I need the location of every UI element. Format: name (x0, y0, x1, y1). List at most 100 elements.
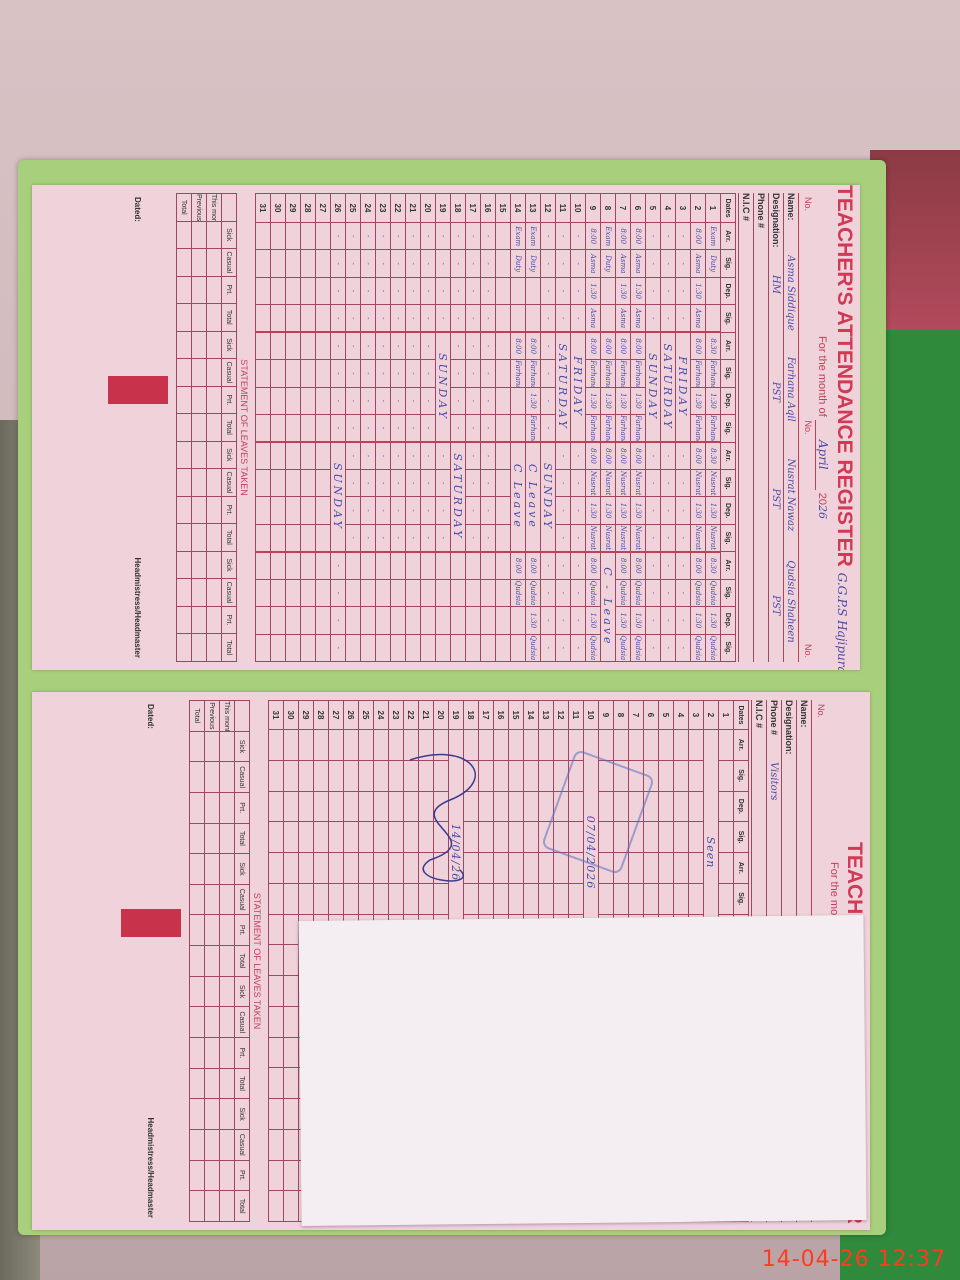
statement-cell (204, 1190, 220, 1222)
attendance-cell: Farhana (600, 359, 616, 388)
statement-col-header: Sick (234, 1098, 250, 1130)
attendance-cell (285, 524, 301, 552)
statement-cell (219, 731, 235, 762)
attendance-cell (285, 634, 301, 662)
attendance-cell: - (465, 387, 481, 415)
attendance-cell: - (345, 496, 361, 525)
table-row: 2 8:00 Asma 1:30 Asma 8:00 Farhana 1:30 Farhana 8… (690, 193, 706, 662)
attendance-cell: Qudsia (510, 579, 526, 607)
attendance-cell: - (345, 249, 361, 278)
attendance-cell: 8:30 (705, 442, 721, 470)
date-cell: 15 (508, 700, 524, 730)
attendance-cell: - (360, 469, 376, 497)
attendance-cell (480, 579, 496, 607)
attendance-cell (313, 729, 329, 761)
attendance-cell (718, 852, 734, 884)
statement-cell (176, 523, 192, 552)
attendance-cell (298, 883, 314, 914)
statement-cell (219, 823, 235, 854)
attendance-cell: - (375, 469, 391, 497)
statement-cell (189, 914, 205, 946)
attendance-cell (373, 760, 389, 791)
attendance-cell: - (450, 359, 466, 388)
attendance-cell: - (465, 277, 481, 305)
date-cell: 3 (688, 700, 704, 730)
attendance-cell: Qudsia (615, 634, 631, 662)
attendance-cell: - (375, 359, 391, 388)
statement-row-label: Previous (191, 193, 207, 222)
table-row: 28 (300, 193, 316, 662)
attendance-cell: Asma (690, 249, 706, 278)
attendance-cell: Nusrat (585, 524, 601, 552)
date-cell: 20 (420, 193, 436, 223)
attendance-cell (255, 442, 271, 470)
statement-cell (206, 386, 222, 414)
attendance-cell: - (390, 332, 406, 360)
attendance-cell: - (570, 551, 586, 580)
attendance-cell: Duty (705, 249, 721, 278)
attendance-cell: 1:30 (615, 606, 631, 635)
attendance-cell: - (645, 634, 661, 662)
attendance-cell: - (480, 496, 496, 525)
attendance-cell (315, 579, 331, 607)
attendance-cell: - (675, 634, 691, 662)
column-header-dep: Dep. (720, 387, 736, 415)
statement-cell (191, 386, 207, 414)
attendance-cell (495, 469, 511, 497)
attendance-cell (298, 821, 314, 853)
attendance-cell: Farhana (585, 414, 601, 442)
attendance-cell: - (360, 249, 376, 278)
statement-col-header: Total (234, 945, 250, 977)
attendance-cell: - (405, 414, 421, 442)
attendance-cell (480, 634, 496, 662)
attendance-cell: - (645, 579, 661, 607)
statement-row: Previous (204, 700, 220, 1222)
table-row: 14 Exam Duty 8:00 Farhana C Leave 8:00 Qudsia (510, 193, 526, 662)
attendance-cell (658, 760, 674, 791)
attendance-cell: Qudsia (705, 634, 721, 662)
statement-col-header: Sick (234, 853, 250, 885)
attendance-cell (343, 729, 359, 761)
attendance-cell (285, 414, 301, 442)
attendance-cell: - (480, 277, 496, 305)
attendance-cell (718, 729, 734, 761)
attendance-cell: Qudsia (630, 634, 646, 662)
statement-row: Total (189, 700, 205, 1222)
table-row: 10- - - - FRIDAY - - - - - - - - (570, 193, 586, 662)
statement-cell (204, 1006, 220, 1038)
leave-statement-table: Sick Casual Prt. Total Sick Casual Prt. Total Si… (176, 193, 237, 662)
attendance-cell: - (345, 414, 361, 442)
attendance-cell (373, 729, 389, 761)
attendance-cell (255, 524, 271, 552)
attendance-cell (255, 332, 271, 360)
attendance-cell (495, 579, 511, 607)
attendance-cell (495, 359, 511, 388)
table-row: 21- - - - - - - - - - - - (405, 193, 421, 662)
attendance-cell: - (420, 332, 436, 360)
attendance-cell: - (420, 414, 436, 442)
attendance-cell: - (645, 277, 661, 305)
statement-cell (219, 1068, 235, 1099)
attendance-cell: 8:00 (585, 551, 601, 580)
attendance-cell: - (480, 304, 496, 333)
attendance-cell: - (660, 606, 676, 635)
column-header-sig: Sig. (720, 469, 736, 497)
span-note: SUNDAY (645, 332, 661, 442)
attendance-cell (613, 883, 629, 914)
attendance-cell (523, 729, 539, 761)
attendance-cell (375, 579, 391, 607)
attendance-cell (300, 442, 316, 470)
attendance-cell: - (375, 332, 391, 360)
attendance-cell (255, 277, 271, 305)
attendance-cell (345, 634, 361, 662)
table-row: 9 8:00 Asma 1:30 Asma 8:00 Farhana 1:30 Farhana 8… (585, 193, 601, 662)
statement-cell (191, 248, 207, 277)
statement-cell (206, 221, 222, 249)
attendance-cell: - (570, 442, 586, 470)
date-cell: 23 (388, 700, 404, 730)
attendance-cell (600, 304, 616, 333)
attendance-cell (465, 579, 481, 607)
attendance-cell: - (540, 359, 556, 388)
attendance-cell: - (390, 414, 406, 442)
attendance-cell: Exam (525, 222, 541, 250)
